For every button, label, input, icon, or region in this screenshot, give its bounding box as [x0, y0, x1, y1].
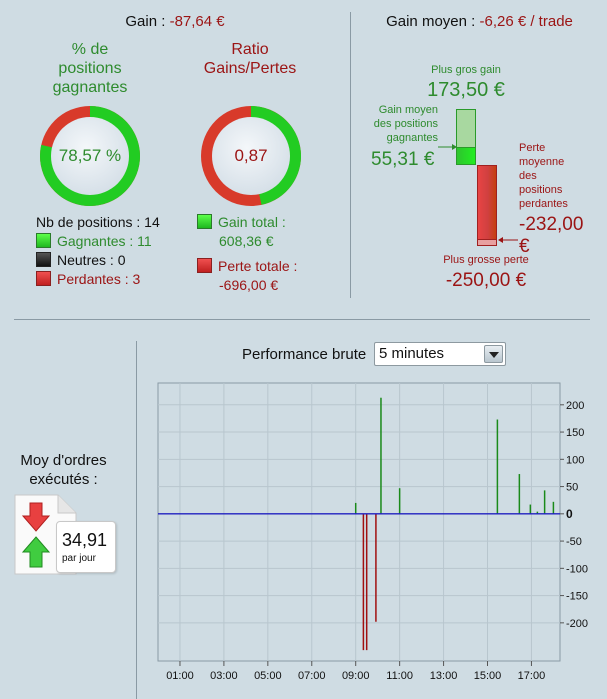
legend-neutres: Neutres : 0 [36, 251, 160, 270]
arrow-right-green-icon [438, 144, 457, 150]
x-tick-label: 11:00 [386, 670, 413, 682]
y-tick-label: 100 [566, 454, 584, 466]
positions-donut-center [51, 117, 129, 195]
avg-gain-bar [456, 147, 476, 165]
label-line: gagnantes [386, 132, 438, 144]
red-swatch-icon [197, 258, 212, 273]
perdantes-label: Perdantes : 3 [57, 271, 141, 287]
gain-header: Gain : -87,64 € [0, 13, 350, 30]
label-line: positions [519, 184, 563, 196]
x-tick-label: 05:00 [254, 670, 282, 682]
gain-total: Gain total : [197, 213, 297, 232]
avg-loss-bar [477, 165, 497, 241]
orders-value: 34,91 [62, 530, 108, 550]
ratio-donut-value: 0,87 [234, 146, 268, 165]
label-line: Perte [519, 142, 546, 154]
ratio-donut: 0,87 [200, 105, 302, 207]
perte-moyenne-label: Perte moyenne des positions perdantes [519, 141, 568, 211]
arrow-up-green-icon [22, 536, 50, 568]
y-tick-label: -150 [566, 591, 588, 603]
divider-vertical-bottom [136, 341, 137, 699]
gain-moyen-positions-value: 55,31 € [371, 149, 435, 170]
orders-title: Moy d'ordres exécutés : [0, 451, 127, 489]
title-line: Ratio [231, 41, 269, 58]
timeframe-select[interactable]: 5 minutes [374, 342, 506, 366]
x-tick-label: 03:00 [210, 670, 238, 682]
label-line: moyenne [519, 156, 565, 168]
legend-perdantes: Perdantes : 3 [36, 270, 160, 289]
orders-value-box: 34,91 par jour [56, 521, 116, 573]
title-line: exécutés : [29, 471, 98, 488]
ratio-donut-chart [201, 106, 301, 206]
gain-total-value: 608,36 € [219, 233, 274, 249]
label-line: des [519, 170, 537, 182]
red-swatch-icon [36, 271, 51, 286]
x-tick-label: 09:00 [342, 670, 370, 682]
arrow-left-red-icon [498, 237, 518, 243]
legend-gagnantes: Gagnantes : 11 [36, 232, 160, 251]
gain-moyen-label: Gain moyen : [386, 13, 476, 30]
x-tick-label: 01:00 [166, 670, 194, 682]
performance-label: Performance brute [242, 346, 367, 363]
plus-gros-gain-value: 173,50 € [427, 79, 505, 101]
label-line: des positions [373, 118, 438, 130]
green-swatch-icon [197, 214, 212, 229]
gain-label: Gain : [125, 13, 166, 30]
y-tick-label: 200 [566, 400, 584, 412]
green-swatch-icon [36, 233, 51, 248]
plot-area [157, 382, 561, 662]
ratio-donut-title: Ratio Gains/Pertes [185, 40, 315, 78]
y-tick-label: -50 [566, 536, 582, 548]
black-swatch-icon [36, 252, 51, 267]
gagnantes-label: Gagnantes : 11 [57, 233, 152, 249]
orders-widget: 34,91 par jour [14, 494, 118, 576]
nb-positions: Nb de positions : 14 [36, 214, 160, 230]
positions-donut-value: 78,57 % [58, 146, 122, 165]
y-tick-label: 150 [566, 427, 584, 439]
gain-moyen-positions-label: Gain moyen des positions gagnantes [360, 103, 438, 145]
y-tick-label: -200 [566, 618, 588, 630]
x-tick-label: 17:00 [518, 670, 546, 682]
y-tick-label: 50 [566, 482, 578, 494]
divider-horizontal [14, 319, 590, 320]
max-loss-bar [477, 239, 497, 246]
gain-moyen-header: Gain moyen : -6,26 € / trade [352, 13, 607, 30]
totals-legend: Gain total : 608,36 € Perte totale : -69… [197, 213, 297, 295]
title-line: positions [58, 60, 122, 77]
x-tick-label: 13:00 [430, 670, 458, 682]
plus-gros-gain-label: Plus gros gain [431, 64, 501, 76]
title-line: Gains/Pertes [203, 60, 297, 77]
timeframe-select-value: 5 minutes [379, 345, 445, 362]
title-line: Moy d'ordres [20, 452, 107, 469]
chevron-down-icon[interactable] [484, 345, 503, 363]
label-line: Gain moyen [378, 104, 438, 116]
title-line: gagnantes [52, 79, 128, 96]
title-line: % de [71, 41, 109, 58]
x-tick-label: 15:00 [474, 670, 502, 682]
perte-totale: Perte totale : [197, 257, 297, 276]
perte-totale-label: Perte totale : [218, 258, 298, 274]
positions-legend: Nb de positions : 14 Gagnantes : 11 Neut… [36, 213, 160, 289]
plus-grosse-perte-value: -250,00 € [445, 270, 527, 291]
performance-chart: 01:00 03:00 05:00 07:00 09:00 11:00 13:00 15:00… [157, 382, 588, 682]
perte-moyenne-value: -232,00 € [519, 214, 584, 257]
orders-unit: par jour [62, 553, 96, 564]
perte-totale-value: -696,00 € [219, 277, 279, 293]
positions-donut-title: % de positions gagnantes [40, 40, 140, 97]
positions-donut-chart [39, 106, 140, 206]
gain-value: -87,64 € [169, 13, 225, 30]
y-tick-label: 0 [566, 507, 573, 521]
label-line: perdantes [519, 198, 568, 210]
divider-vertical-top [350, 12, 351, 298]
gain-total-label: Gain total : [218, 214, 286, 230]
gain-moyen-value: -6,26 € / trade [479, 13, 573, 30]
ratio-donut-center [212, 117, 290, 195]
plus-grosse-perte-label: Plus grosse perte [443, 254, 529, 266]
positions-donut: 78,57 % [39, 105, 141, 207]
x-tick-label: 07:00 [298, 670, 326, 682]
arrow-down-red-icon [22, 502, 50, 532]
neutres-label: Neutres : 0 [57, 252, 126, 268]
y-tick-label: -100 [566, 563, 588, 575]
